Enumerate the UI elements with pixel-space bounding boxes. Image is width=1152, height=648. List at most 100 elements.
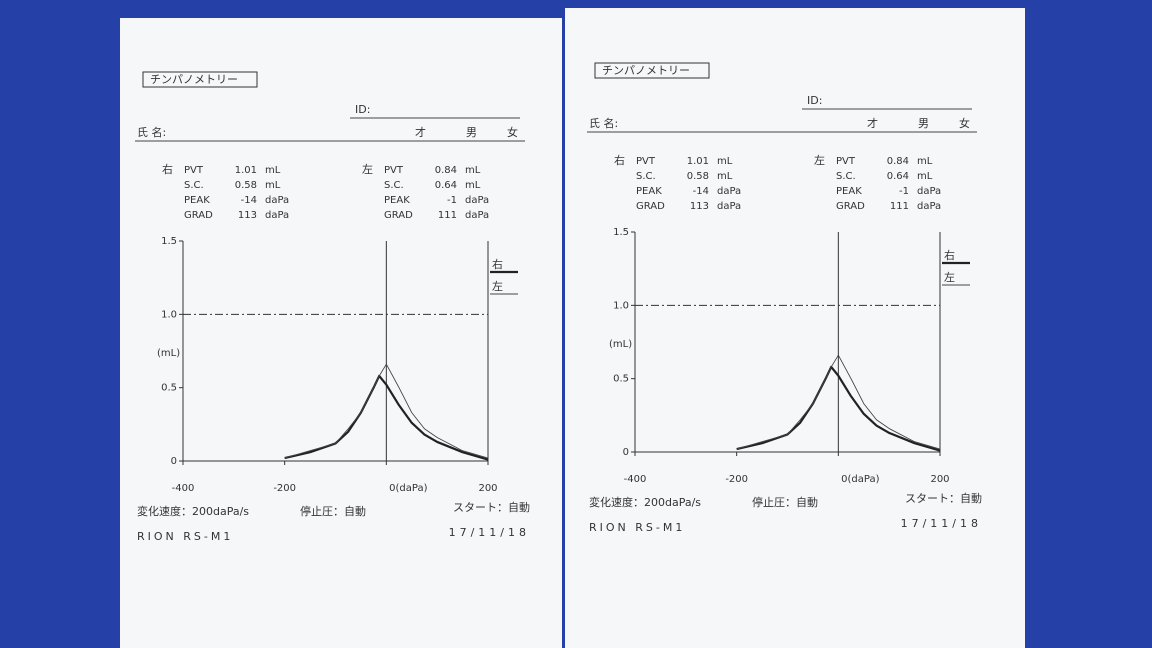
measure-name: S.C.	[384, 180, 404, 191]
id-label: ID:	[807, 94, 822, 107]
footer-model: RION RS-M1	[137, 530, 233, 543]
measure-name: S.C.	[184, 180, 204, 191]
y-tick-label: 0	[171, 456, 177, 467]
measure-value: 0.84	[887, 156, 909, 167]
measure-value: 0.64	[887, 171, 909, 182]
measure-unit: mL	[465, 165, 481, 176]
x-tick-label: -400	[172, 483, 195, 494]
measure-unit: mL	[717, 156, 733, 167]
measure-value: -1	[447, 195, 457, 206]
measure-unit: daPa	[265, 210, 289, 221]
x-tick-label: -400	[624, 474, 647, 485]
footer-rate: 変化速度：200daPa/s	[589, 495, 701, 509]
measure-unit: mL	[717, 171, 733, 182]
measure-name: PVT	[184, 165, 204, 176]
y-tick-label: 0	[623, 447, 629, 458]
x-tick-label: -200	[725, 474, 748, 485]
measure-value: 111	[438, 210, 457, 221]
measure-unit: daPa	[265, 195, 289, 206]
y-tick-label: 1.5	[613, 227, 629, 238]
y-axis-label: (mL)	[157, 348, 180, 359]
footer-date: 17/11/18	[449, 526, 530, 539]
measure-name: PVT	[384, 165, 404, 176]
x-tick-label: 0(daPa)	[841, 474, 879, 485]
sheet: チンパノメトリー ID: 氏 名: 才 男 女右 PVT 1.01 mL S.C. 0.58 mL PE…	[565, 8, 1025, 648]
y-tick-label: 1.5	[161, 236, 177, 247]
measure-unit: daPa	[917, 201, 941, 212]
y-tick-label: 1.0	[613, 300, 629, 311]
title: チンパノメトリー	[150, 73, 238, 86]
measure-name: PEAK	[836, 186, 862, 197]
x-tick-label: -200	[273, 483, 296, 494]
measure-name: PEAK	[384, 195, 410, 206]
paper	[565, 8, 1025, 648]
measure-value: 1.01	[235, 165, 257, 176]
measure-value: 113	[690, 201, 709, 212]
y-tick-label: 0.5	[161, 383, 177, 394]
female-label: 女	[959, 116, 970, 130]
curve	[284, 363, 489, 459]
measure-value: -14	[241, 195, 257, 206]
footer-model: RION RS-M1	[589, 521, 685, 534]
measure-unit: daPa	[465, 210, 489, 221]
measure-name: GRAD	[836, 201, 865, 212]
measure-unit: mL	[917, 156, 933, 167]
male-label: 男	[466, 126, 477, 139]
footer-start: スタート：自動	[453, 500, 530, 514]
age-label: 才	[867, 116, 878, 130]
curve	[736, 354, 941, 450]
measure-name: PVT	[836, 156, 856, 167]
footer-start: スタート：自動	[905, 491, 982, 505]
side-label: 右	[614, 153, 625, 167]
x-tick-label: 200	[478, 483, 497, 494]
footer-rate: 変化速度：200daPa/s	[137, 504, 249, 518]
measure-unit: daPa	[717, 201, 741, 212]
footer-date: 17/11/18	[901, 517, 982, 530]
measure-unit: mL	[465, 180, 481, 191]
measure-unit: daPa	[717, 186, 741, 197]
y-axis-label: (mL)	[609, 339, 632, 350]
title-box	[142, 71, 258, 88]
legend-label: 左	[492, 280, 503, 293]
measure-value: 0.84	[435, 165, 457, 176]
y-tick-label: 0.5	[613, 374, 629, 385]
side-label: 右	[162, 162, 173, 176]
measure-value: -14	[693, 186, 709, 197]
measure-unit: daPa	[465, 195, 489, 206]
measure-name: PVT	[636, 156, 656, 167]
measure-value: 0.58	[235, 180, 257, 191]
x-tick-label: 0(daPa)	[389, 483, 427, 494]
male-label: 男	[918, 117, 929, 130]
age-label: 才	[415, 125, 426, 139]
legend-label: 右	[944, 248, 955, 262]
legend-label: 右	[492, 257, 503, 271]
x-tick-label: 200	[930, 474, 949, 485]
measure-name: S.C.	[636, 171, 656, 182]
measure-name: S.C.	[836, 171, 856, 182]
measure-unit: daPa	[917, 186, 941, 197]
measure-name: GRAD	[636, 201, 665, 212]
footer-stop: 停止圧：自動	[300, 504, 366, 518]
title: チンパノメトリー	[602, 64, 690, 77]
name-label: 氏 名:	[589, 116, 618, 130]
measure-name: PEAK	[636, 186, 662, 197]
measure-name: GRAD	[384, 210, 413, 221]
paper	[120, 18, 562, 648]
measure-unit: mL	[265, 180, 281, 191]
measure-value: 0.64	[435, 180, 457, 191]
measure-value: -1	[899, 186, 909, 197]
sheet: チンパノメトリー ID: 氏 名: 才 男 女右 PVT 1.01 mL S.C. 0.58 mL PE…	[120, 18, 562, 648]
title-box	[594, 62, 710, 79]
measure-value: 0.58	[687, 171, 709, 182]
measure-name: GRAD	[184, 210, 213, 221]
measure-value: 1.01	[687, 156, 709, 167]
legend-label: 左	[944, 271, 955, 284]
name-label: 氏 名:	[137, 125, 166, 139]
measure-unit: mL	[265, 165, 281, 176]
side-label: 左	[814, 154, 825, 167]
footer-stop: 停止圧：自動	[752, 495, 818, 509]
id-label: ID:	[355, 103, 370, 116]
measure-value: 113	[238, 210, 257, 221]
side-label: 左	[362, 163, 373, 176]
